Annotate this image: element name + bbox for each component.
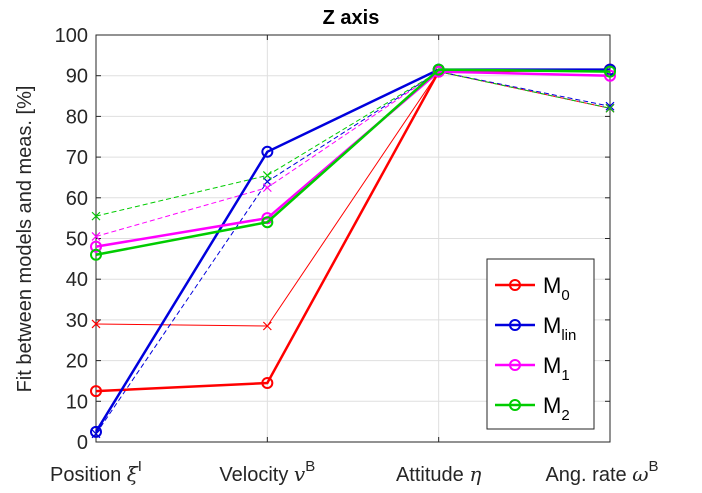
legend-label: M0: [543, 273, 570, 304]
y-tick-label: 10: [66, 391, 88, 413]
y-tick-label: 40: [66, 269, 88, 291]
reference-point: [605, 103, 615, 113]
legend-marker: [509, 279, 521, 291]
data-point: [261, 145, 274, 158]
series-layer: [90, 63, 616, 439]
reference-point: [262, 170, 272, 180]
x-tick-label: Position ξI: [50, 458, 142, 486]
legend-entry: M2: [495, 393, 570, 424]
legend-label: M1: [543, 353, 570, 384]
legend-marker: [509, 319, 521, 331]
axes: 0 10 20 30 40 50 60 70 80 90 100 Position ξI Velocit…: [50, 25, 658, 486]
legend-marker: [509, 399, 521, 411]
legend-entry: M0: [495, 273, 570, 304]
reference-point: [605, 101, 615, 111]
x-tick-label: Velocity vB: [219, 458, 315, 486]
y-tick-label: 100: [55, 25, 88, 47]
data-point: [90, 425, 102, 438]
data-point: [90, 240, 102, 253]
y-tick-label: 30: [66, 310, 88, 332]
reference-line: [95, 71, 611, 435]
y-tick-label: 90: [66, 66, 88, 88]
legend-label: M2: [543, 393, 570, 424]
data-point: [604, 65, 616, 78]
y-tick-label: 70: [66, 147, 88, 169]
reference-point: [91, 211, 101, 221]
data-point: [261, 376, 274, 389]
reference-point: [262, 321, 272, 331]
series-M2: [90, 63, 616, 261]
x-tick-label: Attitude η: [396, 462, 481, 486]
series-line: [95, 68, 611, 257]
y-tick-label: 80: [66, 106, 88, 128]
reference-point: [91, 232, 101, 241]
reference-line: [95, 71, 611, 217]
y-tick-label: 60: [66, 188, 88, 210]
reference-point: [91, 319, 101, 329]
data-point: [261, 216, 274, 229]
y-axis-label: Fit between models and meas. [%]: [14, 86, 36, 393]
data-point: [432, 63, 445, 76]
legend-marker: [509, 359, 521, 371]
y-tick-label: 20: [66, 351, 88, 373]
legend: M0 Mlin M1 M2: [486, 258, 595, 430]
y-tick-label: 0: [77, 432, 88, 454]
legend-entry: M1: [495, 353, 570, 384]
y-tick-label: 50: [66, 229, 88, 251]
legend-box: [486, 258, 595, 430]
data-point: [90, 248, 102, 261]
reference-point: [262, 183, 272, 193]
x-tick-label: Ang. rate ωB: [545, 458, 658, 486]
data-point: [90, 385, 102, 398]
chart-title: Z axis: [323, 7, 380, 29]
legend-entry: Mlin: [495, 313, 576, 344]
legend-label: Mlin: [543, 313, 576, 344]
